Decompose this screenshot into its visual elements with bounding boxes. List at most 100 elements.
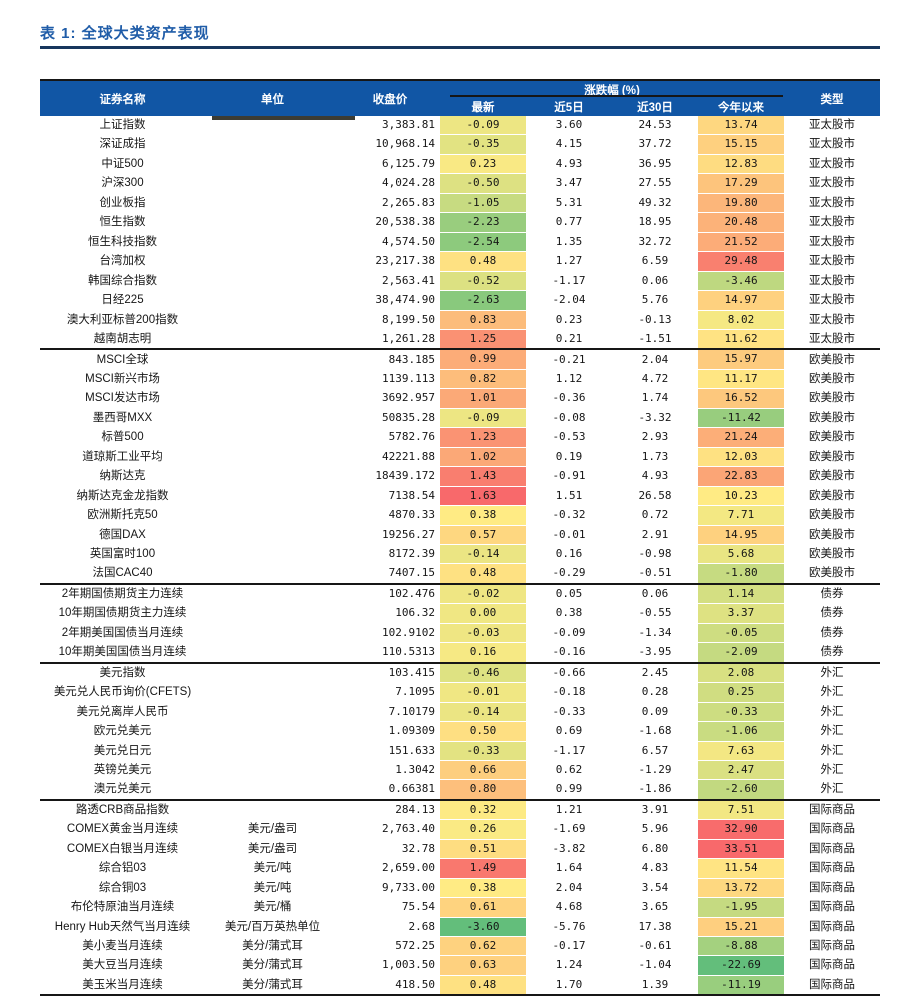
cell-name: MSCI全球 [96,353,149,366]
cell-name: 布伦特原油当月连续 [70,901,175,914]
cell-close: 2,659.00 [382,861,435,875]
cell-latest: 1.49 [440,858,526,879]
redaction-bar [212,115,355,120]
cell-unit [205,154,340,173]
cell-close: 18439.172 [375,469,435,483]
table-row: 道琼斯工业平均 42221.88 1.02 0.19 1.73 12.03 欧美股市 [40,447,880,468]
cell-ytd: -1.06 [698,721,785,742]
cell-d5: -0.01 [552,527,586,541]
cell-ytd: 0.25 [698,682,785,703]
cell-d30: 49.32 [638,195,672,209]
table-row: 台湾加权 23,217.38 0.48 1.27 6.59 29.48 亚太股市 [40,251,880,272]
cell-latest: 0.48 [440,251,526,272]
cell-ytd: 12.03 [698,447,785,468]
table-row: 美玉米当月连续 美分/蒲式耳 418.50 0.48 1.70 1.39 -11.19 国际商… [40,975,881,996]
cell-type: 欧美股市 [809,392,856,405]
cell-name: 美元指数 [99,666,146,679]
cell-d5: 5.31 [555,195,583,209]
cell-latest: -0.33 [440,741,526,761]
cell-d5: 0.77 [555,215,583,229]
cell-name: 2年期国债期货主力连续 [61,588,184,601]
cell-latest: -0.14 [440,544,526,565]
cell-ytd: -8.88 [698,936,785,957]
cell-close: 1.3042 [395,762,435,776]
header-change-group: 涨跌幅 (%) [440,80,785,98]
cell-latest: -0.35 [440,134,526,155]
table-row: 澳元兑美元 0.66381 0.80 0.99 -1.86 -2.60 外汇 [40,779,881,801]
cell-latest: -2.54 [440,232,526,253]
cell-unit: 美分/蒲式耳 [205,975,340,996]
cell-unit [205,329,340,351]
table-row: 2年期美国国债当月连续 102.9102 -0.03 -0.09 -1.34 -0.05 债… [40,623,880,644]
cell-close: 2,563.41 [382,273,435,287]
cell-name: COMEX白银当月连续 [66,842,179,855]
cell-name: 韩国综合指数 [88,274,157,287]
cell-d5: 0.99 [526,779,612,801]
cell-type: 国际商品 [809,920,856,933]
cell-latest: 0.61 [440,897,526,918]
cell-type: 亚太股市 [809,274,856,287]
header-security-name: 证券名称 [40,80,205,116]
cell-unit [205,135,340,154]
cell-d5: 0.69 [555,724,583,738]
cell-latest: 0.26 [440,819,526,840]
table-row: 10年期美国国债当月连续 110.5313 0.16 -0.16 -3.95 -2.09 债… [40,642,881,664]
cell-unit [205,722,340,741]
cell-ytd: 19.80 [698,193,785,214]
cell-latest: 0.48 [440,563,526,585]
cell-name: 法国CAC40 [40,563,205,585]
table-row: 深证成指 10,968.14 -0.35 4.15 37.72 15.15 亚太股市 [40,134,880,155]
cell-ytd: 5.68 [698,544,785,565]
cell-close: 2.68 [408,919,436,933]
cell-close: 7.1095 [395,685,435,699]
cell-d5: 1.24 [555,958,583,972]
cell-d30: 3.54 [641,880,669,894]
cell-d5: -0.33 [552,704,586,718]
cell-close: 284.13 [395,803,435,817]
cell-unit [205,563,340,585]
cell-type: 债券 [820,588,844,601]
cell-unit [205,213,340,232]
cell-ytd: 3.37 [698,603,785,624]
cell-name: 2年期美国国债当月连续 [61,626,184,639]
cell-ytd: 13.72 [698,878,785,899]
cell-d5: -0.53 [552,430,586,444]
cell-ytd: 7.63 [698,741,785,761]
cell-unit: 美元/百万英热单位 [224,920,321,933]
cell-close: 4,024.28 [382,176,435,190]
cell-name: 台湾加权 [99,255,146,268]
cell-close: 50835.28 [382,410,435,424]
cell-unit: 美分/蒲式耳 [242,959,303,972]
cell-type: 亚太股市 [784,329,881,351]
cell-name: MSCI新兴市场 [85,372,160,385]
table-row: 美元兑离岸人民币 7.10179 -0.14 -0.33 0.09 -0.33 外汇 [40,702,880,723]
cell-d5: 4.93 [555,156,583,170]
cell-ytd: 14.95 [698,525,785,545]
cell-ytd: -22.69 [698,955,785,976]
cell-d30: -0.98 [638,546,672,560]
cell-d5: -0.08 [552,410,586,424]
cell-unit [205,663,340,683]
cell-d30: 3.65 [641,900,669,914]
cell-ytd: 15.97 [698,349,785,370]
cell-d5: 0.23 [555,312,583,326]
cell-name: 德国DAX [99,528,146,541]
cell-d30: -1.34 [638,625,672,639]
cell-name: 中证500 [101,157,144,170]
cell-type: 债券 [784,642,881,664]
header-5day: 近5日 [526,98,612,116]
cell-d5: 0.21 [526,329,612,351]
table-row: COMEX白银当月连续 美元/盎司 32.78 0.51 -3.82 6.80 33.51 国… [40,839,880,860]
cell-d5: -0.16 [526,642,612,664]
table-row: MSCI发达市场 3692.957 1.01 -0.36 1.74 16.52 欧美股市 [40,388,880,409]
cell-unit: 美元/桶 [253,901,292,914]
cell-latest: 1.02 [440,447,526,468]
cell-type: 欧美股市 [809,450,856,463]
cell-type: 国际商品 [809,842,856,855]
cell-d5: 3.47 [555,176,583,190]
cell-d5: 1.12 [555,371,583,385]
cell-unit: 美元/吨 [253,862,292,875]
table-row: 美小麦当月连续 美分/蒲式耳 572.25 0.62 -0.17 -0.61 -8.88 国际… [40,936,880,957]
cell-close: 2,265.83 [382,195,435,209]
cell-name: 深证成指 [99,138,146,151]
